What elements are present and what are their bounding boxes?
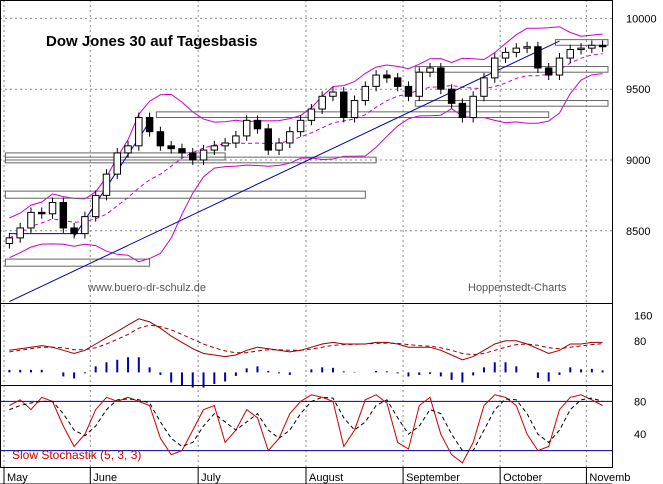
candle-body (91, 194, 100, 218)
candle-body (113, 152, 121, 175)
candle-body (167, 145, 175, 150)
candle-body (480, 77, 488, 97)
candle-body (329, 91, 337, 97)
tick-labels: May June July August September October Novemb 8… (7, 13, 657, 484)
candle-body (178, 148, 186, 154)
long-trendline (9, 40, 560, 303)
x-tick-label: October (503, 472, 542, 484)
candle-body (501, 51, 510, 59)
candle-body (48, 201, 57, 215)
x-tick-label: May (7, 472, 28, 484)
candle-body (372, 74, 380, 87)
candle-body (437, 67, 445, 90)
candle-body (264, 128, 272, 151)
candle-body (318, 95, 326, 110)
price-zone-box (4, 258, 151, 267)
candle-body (491, 57, 499, 79)
candle-body (447, 88, 456, 104)
y-tick-label: 9500 (626, 84, 650, 96)
lower-bollinger-band (9, 73, 603, 263)
candle-body (404, 85, 413, 97)
macd-signal-line (9, 324, 603, 356)
candle-body (458, 102, 467, 119)
stoch-tick-label: 80 (634, 396, 646, 408)
y-tick-label: 10000 (626, 13, 657, 25)
y-tick-label: 8500 (626, 226, 650, 238)
indicator-layer (0, 318, 612, 464)
candle-body (275, 142, 283, 151)
moving-average (9, 53, 603, 239)
candle-body (577, 47, 585, 51)
stoch-d-line (9, 396, 603, 452)
candle-body (145, 117, 154, 133)
x-tick-label: June (93, 472, 117, 484)
candle-body (393, 77, 402, 87)
watermark-left: www.buero-dr-schulz.de (87, 282, 206, 294)
macd-tick-label: 160 (634, 311, 652, 323)
candle-body (135, 117, 143, 147)
candle-body (555, 57, 564, 76)
panel-frames (0, 0, 613, 484)
candle-body (588, 44, 596, 49)
candle-body (340, 91, 348, 119)
candle-body (286, 131, 294, 144)
candle-body (38, 211, 46, 215)
candle-body (598, 44, 607, 48)
stoch-k-line (9, 394, 603, 464)
x-tick-label: September (406, 472, 460, 484)
price-zone-box (414, 66, 609, 73)
candle-body (523, 46, 531, 49)
candle-body (350, 100, 359, 119)
x-tick-label: August (309, 472, 343, 484)
candle-body (253, 119, 262, 130)
candle-body (544, 67, 553, 76)
candle-body (156, 131, 165, 147)
candle-body (383, 74, 391, 79)
macd-line (9, 318, 603, 361)
candle-body (124, 145, 132, 154)
candle-body (242, 119, 251, 137)
x-tick-label: Novemb (589, 472, 630, 484)
candle-body (210, 145, 219, 151)
candle-body (426, 67, 434, 73)
watermark-right: Hoppenstedt-Charts (468, 282, 567, 294)
price-zone-box (4, 190, 366, 199)
price-zone-box (414, 100, 609, 107)
candle-body (361, 85, 370, 102)
stochastic-label: Slow Stochastik (5, 3, 3) (12, 448, 141, 462)
candle-body (189, 152, 197, 161)
candles-layer (5, 40, 607, 249)
chart-title: Dow Jones 30 auf Tagesbasis (46, 33, 257, 50)
candle-body (27, 211, 35, 229)
candle-body (534, 46, 542, 69)
candle-body (59, 201, 68, 229)
candle-body (102, 173, 111, 196)
stoch-tick-label: 40 (634, 429, 646, 441)
candle-body (307, 108, 316, 121)
candle-body (512, 47, 521, 53)
candle-body (70, 227, 78, 235)
x-tick-label: July (201, 472, 221, 484)
candle-body (296, 119, 305, 133)
candle-body (5, 237, 14, 245)
candle-body (199, 149, 208, 161)
candle-body (469, 95, 477, 119)
y-tick-label: 9000 (626, 155, 650, 167)
candle-body (221, 142, 229, 147)
macd-tick-label: 80 (634, 336, 646, 348)
candle-body (232, 135, 240, 144)
candle-body (81, 216, 89, 235)
panel-frame (0, 385, 613, 468)
candle-body (16, 227, 24, 239)
candle-body (415, 71, 423, 97)
candle-body (566, 49, 574, 59)
